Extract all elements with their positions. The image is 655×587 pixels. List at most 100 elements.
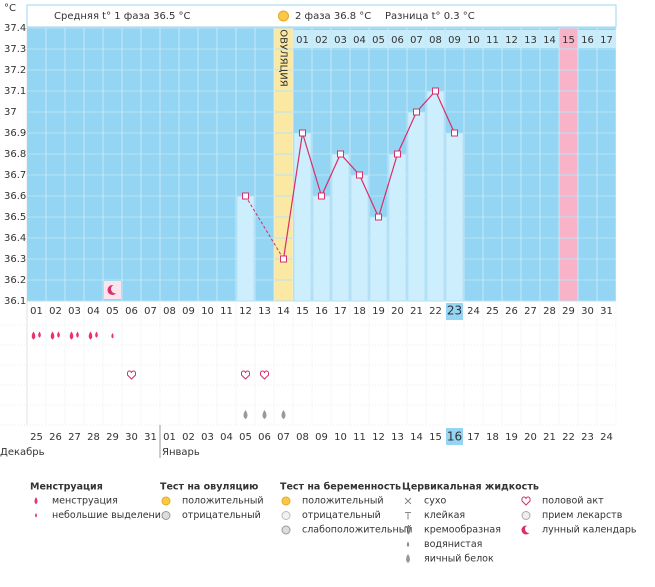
egg-white-icon xyxy=(243,410,248,419)
legend-item: положительный xyxy=(182,496,264,507)
x-tick-label: 16 xyxy=(315,306,328,317)
cycle-day: 12 xyxy=(372,432,385,443)
legend-item: небольшие выделения xyxy=(52,510,167,521)
x-tick-label: 05 xyxy=(106,306,119,317)
post-ovulation-cell xyxy=(293,30,312,48)
temperature-bar xyxy=(426,90,445,302)
ovulation-label: ОВУЛЯЦИЯ xyxy=(278,29,289,87)
ovulation-icon xyxy=(278,10,289,22)
post-ovulation-day: 01 xyxy=(296,35,309,46)
y-tick-label: 37.4 xyxy=(4,23,26,34)
x-tick-label: 22 xyxy=(429,306,442,317)
x-tick-label: 03 xyxy=(68,306,81,317)
legend-icon xyxy=(281,496,291,506)
ovulation-column xyxy=(274,28,293,301)
legend-icon xyxy=(281,511,291,520)
x-tick-label: 11 xyxy=(220,306,233,317)
legend-icon xyxy=(161,496,171,506)
cycle-day: 11 xyxy=(353,432,366,443)
x-tick-label: 28 xyxy=(543,306,556,317)
predicted-period-column xyxy=(559,28,578,301)
post-ovulation-cell xyxy=(312,30,331,48)
post-ovulation-day: 06 xyxy=(391,35,404,46)
x-tick-label: 27 xyxy=(524,306,537,317)
legend-icon xyxy=(281,525,291,535)
cycle-day: 13 xyxy=(391,432,404,443)
menstruation-icon xyxy=(31,331,36,340)
x-tick-label: 24 xyxy=(467,306,480,317)
cycle-day: 05 xyxy=(239,432,252,443)
cycle-day: 07 xyxy=(277,432,290,443)
x-tick-label: 26 xyxy=(505,306,518,317)
cycle-day: 22 xyxy=(562,432,575,443)
temperature-point xyxy=(337,150,344,158)
temperature-bar xyxy=(293,132,312,302)
post-ovulation-cell xyxy=(540,30,559,48)
egg-white-icon xyxy=(262,410,267,419)
menstruation-icon xyxy=(50,331,55,340)
post-ovulation-cell xyxy=(578,30,597,48)
legend-item: кремообразная xyxy=(424,525,501,536)
x-tick-label: 21 xyxy=(410,306,423,317)
temperature-bar xyxy=(331,153,350,302)
phase2-label: 2 фаза 36.8 °C xyxy=(295,11,371,22)
legend-icon xyxy=(404,497,412,505)
post-ovulation-day: 05 xyxy=(372,35,385,46)
cycle-day: 17 xyxy=(467,432,480,443)
cycle-day: 02 xyxy=(182,432,195,443)
legend-icon xyxy=(35,513,37,518)
post-ovulation-cell xyxy=(369,30,388,48)
menstruation-icon xyxy=(95,331,98,338)
cycle-day: 04 xyxy=(220,432,233,443)
y-tick-label: 37.3 xyxy=(4,44,26,55)
intercourse-icon xyxy=(127,370,136,380)
cycle-day: 18 xyxy=(486,432,499,443)
post-ovulation-day: 17 xyxy=(600,35,613,46)
post-ovulation-day: 08 xyxy=(429,35,442,46)
temperature-point xyxy=(432,87,439,95)
egg-white-icon xyxy=(281,410,286,419)
legend-title: Цервикальная жидкость xyxy=(402,482,539,493)
legend-item: прием лекарств xyxy=(542,510,623,521)
legend-item: сухо xyxy=(424,496,446,507)
post-ovulation-cell xyxy=(388,30,407,48)
menstruation-icon xyxy=(88,331,93,340)
legend-icon xyxy=(406,554,410,563)
legend-item: яичный белок xyxy=(424,554,494,565)
temperature-point xyxy=(280,255,287,263)
x-tick-label: 12 xyxy=(239,306,252,317)
post-ovulation-cell xyxy=(407,30,426,48)
cycle-day: 14 xyxy=(410,432,423,443)
legend-icon xyxy=(525,525,533,533)
post-ovulation-day: 03 xyxy=(334,35,347,46)
intercourse-icon xyxy=(241,370,250,380)
cycle-day: 23 xyxy=(581,432,594,443)
temperature-point xyxy=(356,171,363,179)
y-tick-label: 36.5 xyxy=(4,212,26,223)
x-tick-label: 19 xyxy=(372,306,385,317)
post-ovulation-cell xyxy=(597,30,616,48)
menstruation-icon xyxy=(57,331,60,338)
y-tick-label: 36.8 xyxy=(4,149,26,160)
cycle-day: 08 xyxy=(296,432,309,443)
cycle-day: 24 xyxy=(600,432,613,443)
post-ovulation-day: 12 xyxy=(505,35,518,46)
intercourse-icon xyxy=(260,370,269,380)
cycle-day: 06 xyxy=(258,432,271,443)
x-tick-label: 20 xyxy=(391,306,404,317)
post-ovulation-cell xyxy=(331,30,350,48)
temperature-point xyxy=(299,129,306,137)
temperature-bar xyxy=(407,111,426,302)
cycle-day: 25 xyxy=(30,432,43,443)
y-tick-label: 37 xyxy=(4,107,17,118)
temperature-bar xyxy=(369,216,388,302)
post-ovulation-day: 04 xyxy=(353,35,366,46)
post-ovulation-day: 13 xyxy=(524,35,537,46)
y-unit: °C xyxy=(4,3,16,14)
legend-item: лунный календарь xyxy=(542,525,637,536)
gap-connector xyxy=(245,195,284,260)
post-ovulation-day: 16 xyxy=(581,35,594,46)
legend-item: отрицательный xyxy=(302,510,381,521)
post-ovulation-cell xyxy=(426,30,445,48)
